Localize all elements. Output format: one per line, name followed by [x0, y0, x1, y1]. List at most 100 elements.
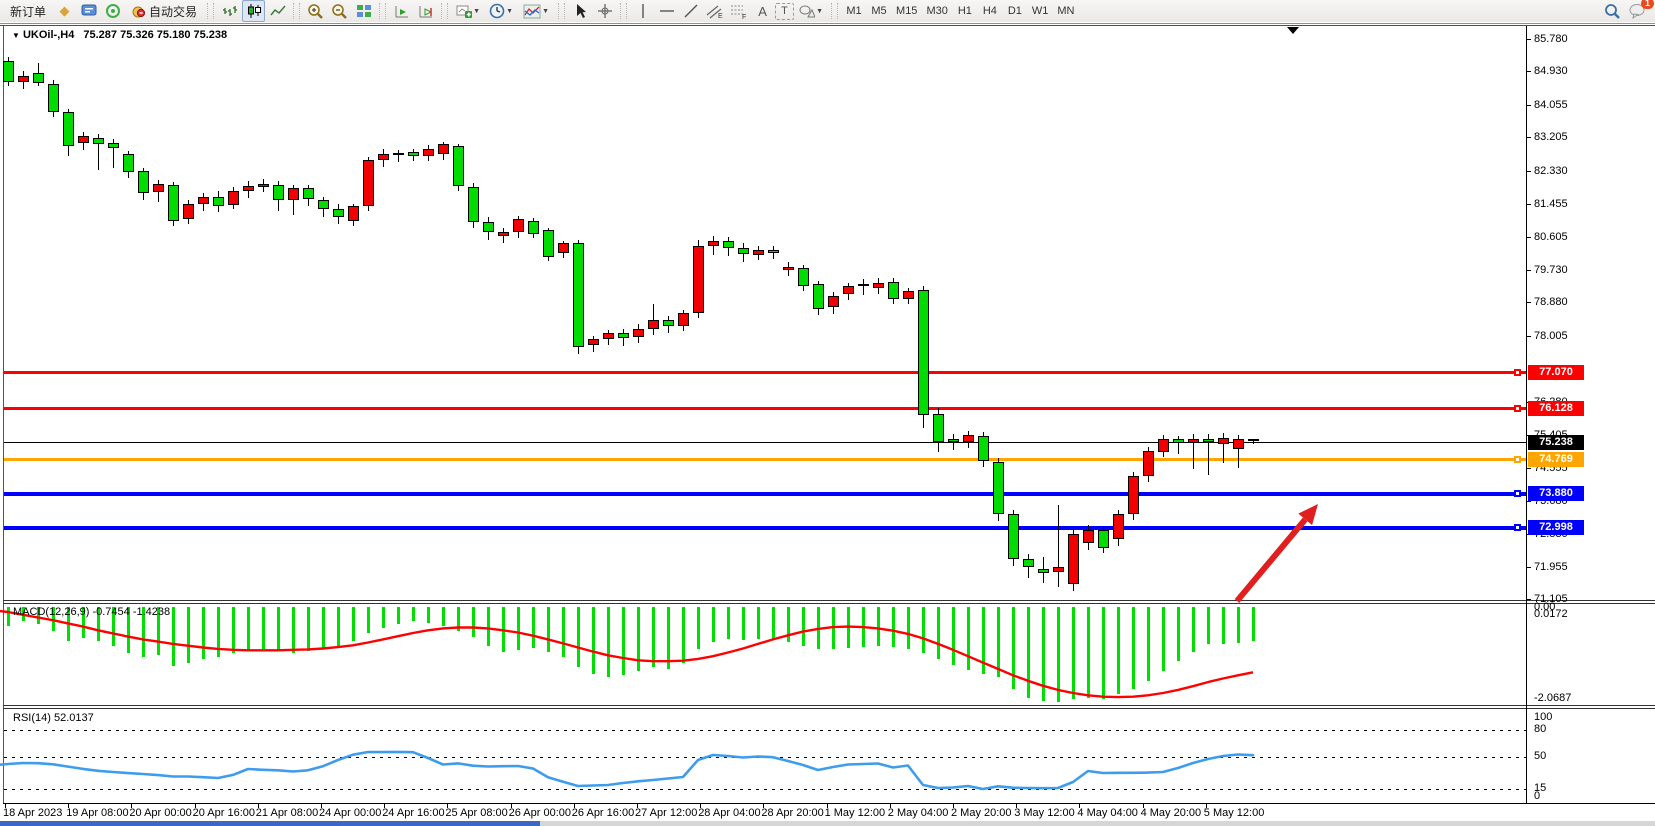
- price-level-line[interactable]: [4, 491, 1526, 496]
- text-label-tool-icon[interactable]: T: [775, 2, 795, 20]
- time-axis-tick: [826, 804, 828, 808]
- candle: [782, 266, 794, 270]
- text-tool-icon[interactable]: A: [758, 3, 767, 19]
- toolbar-separator: [379, 3, 387, 19]
- panel-separator[interactable]: [3, 705, 1655, 706]
- level-price-tag[interactable]: 76.128: [1528, 400, 1584, 416]
- price-tick-label: 83.205: [1534, 131, 1568, 144]
- cursor-icon[interactable]: [569, 0, 592, 22]
- macd-histogram-bar: [666, 607, 670, 670]
- auto-scroll-icon[interactable]: [390, 0, 413, 22]
- price-tick: [1526, 335, 1531, 337]
- macd-histogram-bar: [1056, 607, 1060, 702]
- price-tick-label: 82.330: [1534, 164, 1568, 177]
- candle-wick: [1177, 435, 1179, 455]
- indicators-icon[interactable]: ▼: [518, 0, 554, 22]
- timeframe-w1[interactable]: W1: [1028, 2, 1053, 20]
- bar-chart-type-icon[interactable]: [218, 0, 241, 22]
- current-price-tag[interactable]: 75.238: [1528, 434, 1584, 450]
- current-price-line[interactable]: [4, 441, 1526, 443]
- history-center-icon[interactable]: ◆: [59, 3, 70, 18]
- price-tick-label: 71.955: [1534, 560, 1568, 573]
- panel-separator[interactable]: [3, 600, 1655, 601]
- terminal-icon[interactable]: [77, 0, 100, 22]
- candle: [872, 283, 884, 289]
- time-axis-label: 28 Apr 20:00: [761, 807, 824, 819]
- channel-tool-icon[interactable]: E: [703, 0, 726, 22]
- window-border: [0, 23, 1655, 24]
- crosshair-icon[interactable]: [593, 0, 616, 22]
- chart-shift-marker[interactable]: [1287, 27, 1299, 34]
- new-order-button[interactable]: 新订单: [4, 1, 52, 21]
- timeframe-m30[interactable]: M30: [922, 2, 951, 20]
- signals-icon[interactable]: [101, 0, 124, 22]
- level-handle[interactable]: [1514, 456, 1521, 464]
- level-handle[interactable]: [1514, 368, 1521, 376]
- level-handle[interactable]: [1514, 524, 1521, 532]
- time-axis-tick: [510, 804, 512, 808]
- candle: [227, 191, 239, 205]
- level-price-tag[interactable]: 77.070: [1528, 364, 1584, 380]
- macd-histogram-bar: [321, 607, 325, 649]
- candle: [1082, 529, 1094, 543]
- level-handle[interactable]: [1514, 404, 1521, 412]
- candle: [32, 72, 44, 83]
- level-price-tag[interactable]: 72.998: [1528, 520, 1584, 536]
- time-axis-label: 21 Apr 08:00: [255, 807, 319, 819]
- timeframe-m15[interactable]: M15: [892, 2, 921, 20]
- timeframe-h4[interactable]: H4: [978, 2, 1002, 20]
- panel-separator[interactable]: [3, 708, 1655, 709]
- macd-histogram-bar: [1176, 607, 1180, 662]
- price-tick-label: 78.880: [1534, 296, 1568, 309]
- level-price-tag[interactable]: 74.769: [1528, 452, 1584, 468]
- candle-wick: [1192, 434, 1194, 470]
- time-axis-label: 28 Apr 04:00: [698, 807, 761, 819]
- timeframe-mn[interactable]: MN: [1053, 2, 1078, 20]
- price-level-line[interactable]: [4, 525, 1526, 530]
- macd-histogram-bar: [231, 607, 235, 653]
- vertical-line-tool-icon[interactable]: [631, 0, 654, 22]
- macd-histogram-bar: [441, 607, 445, 626]
- price-level-line[interactable]: [4, 406, 1526, 410]
- macd-histogram-bar: [486, 607, 490, 646]
- zoom-out-icon[interactable]: [328, 0, 351, 22]
- price-level-line[interactable]: [4, 370, 1526, 374]
- time-axis-label: 20 Apr 00:00: [129, 807, 192, 819]
- timeframe-m5[interactable]: M5: [867, 2, 891, 20]
- candle: [17, 75, 29, 83]
- chart-title: ▼ UKOil-,H4 75.287 75.326 75.180 75.238: [12, 29, 227, 41]
- symbol-dropdown-icon[interactable]: ▼: [12, 31, 20, 40]
- toolbar-separator: [441, 3, 449, 19]
- auto-trading-button[interactable]: 自动交易: [125, 1, 203, 21]
- time-axis-tick: [447, 804, 449, 808]
- timeframe-m1[interactable]: M1: [842, 2, 866, 20]
- tile-windows-icon[interactable]: [352, 0, 375, 22]
- macd-histogram-bar: [396, 607, 400, 624]
- chart-shift-icon[interactable]: [414, 0, 437, 22]
- line-chart-type-icon[interactable]: [266, 0, 289, 22]
- trendline-tool-icon[interactable]: [679, 0, 702, 22]
- chat-icon[interactable]: 1: [1629, 0, 1654, 19]
- shapes-tool-icon[interactable]: ▼: [795, 0, 827, 22]
- level-handle[interactable]: [1514, 490, 1521, 498]
- timeframe-d1[interactable]: D1: [1003, 2, 1027, 20]
- horizontal-line-tool-icon[interactable]: [655, 0, 678, 22]
- zoom-in-icon[interactable]: [304, 0, 327, 22]
- candlestick-chart-type-icon[interactable]: [242, 0, 266, 22]
- panel-separator[interactable]: [3, 603, 1655, 604]
- rsi-axis-15: 15: [1534, 782, 1547, 794]
- level-price-tag[interactable]: 73.880: [1528, 486, 1584, 502]
- price-level-line[interactable]: [4, 458, 1526, 462]
- period-icon[interactable]: ▼: [485, 0, 517, 22]
- macd-histogram-bar: [651, 607, 655, 668]
- new-chart-icon[interactable]: ▼: [452, 0, 484, 22]
- search-icon[interactable]: [1604, 3, 1621, 20]
- time-axis-tick: [5, 804, 6, 808]
- macd-histogram-bar: [861, 607, 865, 648]
- time-axis-tick: [257, 804, 259, 808]
- chevron-down-icon: ▼: [473, 7, 480, 15]
- timeframe-h1[interactable]: H1: [953, 2, 977, 20]
- fibonacci-tool-icon[interactable]: F: [727, 0, 750, 22]
- candle: [407, 152, 419, 156]
